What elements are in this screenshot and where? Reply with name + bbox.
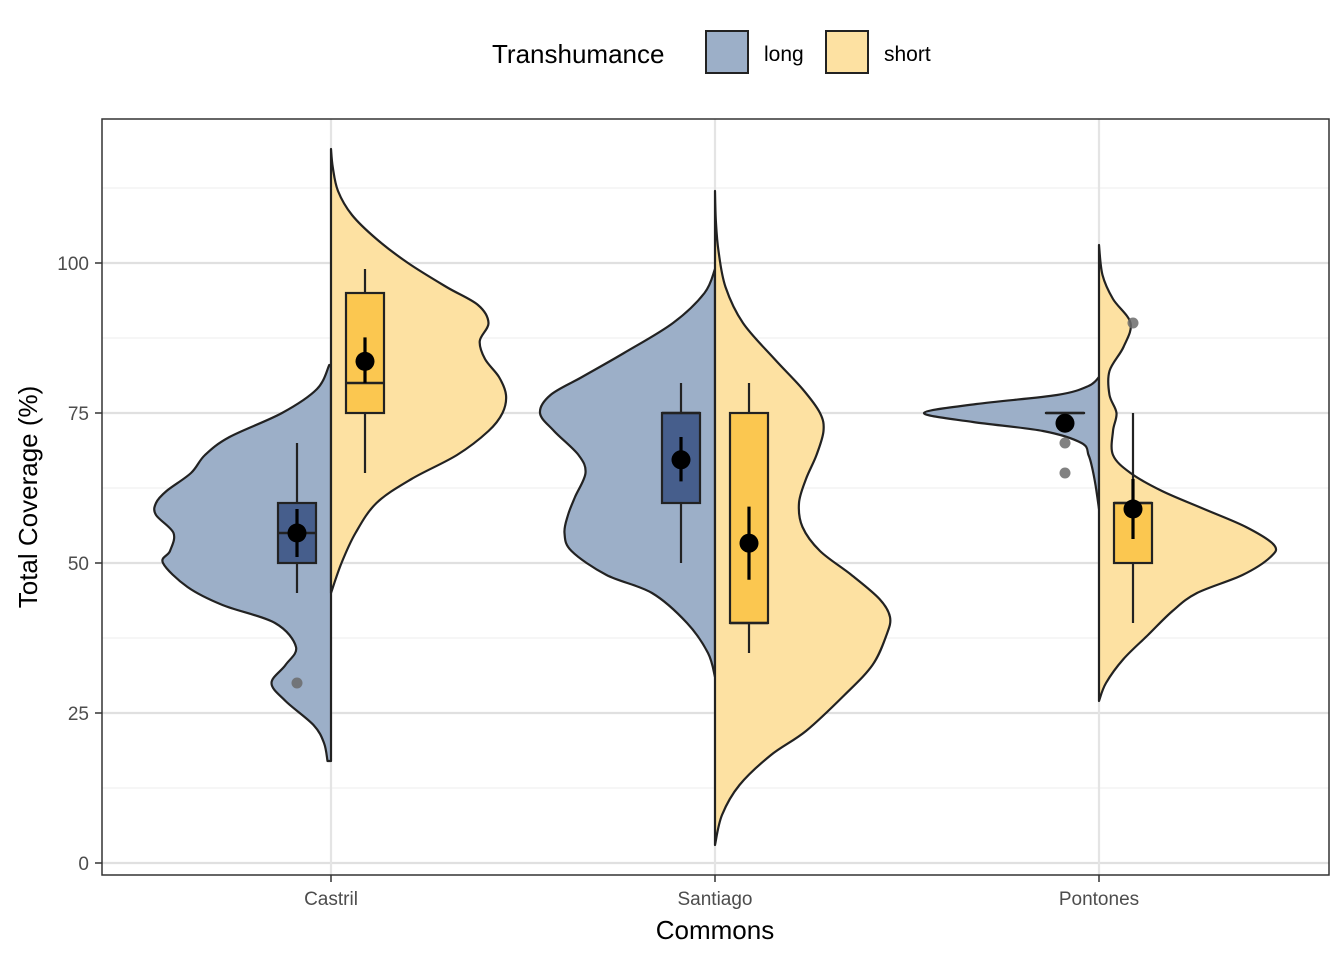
x-tick-label: Santiago xyxy=(677,889,752,910)
x-axis-title: Commons xyxy=(656,915,774,945)
violins xyxy=(154,149,1276,845)
mean-short-castril xyxy=(356,352,375,371)
legend-label-long: long xyxy=(764,43,804,66)
y-tick-label: 25 xyxy=(68,704,89,725)
y-tick-label: 0 xyxy=(78,854,89,875)
x-tick-label: Castril xyxy=(304,889,358,910)
y-axis-title: Total Coverage (%) xyxy=(13,386,43,609)
outlier-long-pontones xyxy=(1060,438,1071,449)
y-tick-label: 75 xyxy=(68,404,89,425)
legend-title: Transhumance xyxy=(492,39,664,69)
violin-long-pontones xyxy=(924,377,1099,509)
mean-long-santiago xyxy=(672,450,691,469)
outlier-long-castril xyxy=(292,678,303,689)
legend-key-long xyxy=(706,31,748,73)
mean-long-pontones xyxy=(1056,414,1075,433)
y-tick-label: 50 xyxy=(68,554,89,575)
outlier-short-pontones xyxy=(1128,318,1139,329)
violin-short-pontones xyxy=(1099,245,1276,701)
legend: Transhumance long short xyxy=(492,31,931,73)
legend-key-short xyxy=(826,31,868,73)
outlier-long-pontones xyxy=(1060,468,1071,479)
mean-long-castril xyxy=(288,524,307,543)
mean-short-pontones xyxy=(1124,500,1143,519)
x-tick-label: Pontones xyxy=(1059,889,1139,910)
y-tick-label: 100 xyxy=(57,254,89,275)
legend-label-short: short xyxy=(884,43,931,66)
mean-short-santiago xyxy=(740,534,759,553)
